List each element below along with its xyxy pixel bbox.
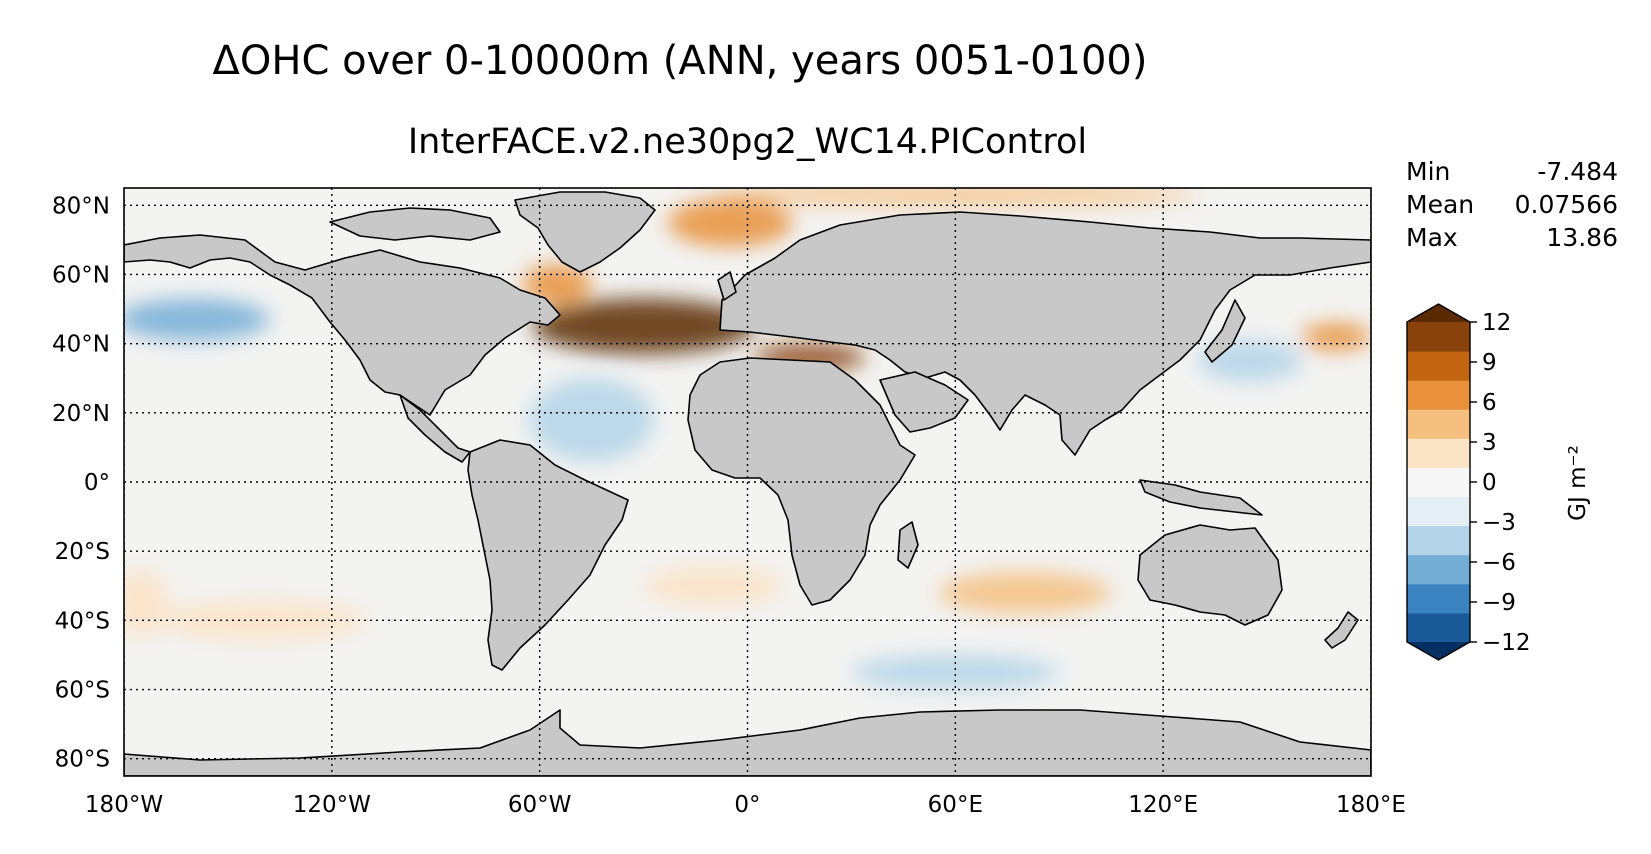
stat-min: Min -7.484 — [1406, 155, 1618, 188]
colorbar-tick-label: 6 — [1482, 390, 1497, 416]
australia-land — [1137, 524, 1283, 626]
colorbar-segment — [1407, 409, 1470, 439]
colorbar-segment — [1407, 612, 1470, 643]
colorbar-tick-label: −3 — [1482, 510, 1516, 536]
anomaly-southern-ocean-cool — [851, 654, 1060, 690]
anomaly-east-pacific-warm — [124, 568, 170, 638]
colorbar-segment — [1407, 351, 1470, 381]
anomaly-arctic-fringe-warm — [712, 188, 1198, 206]
madagascar-land — [897, 521, 919, 569]
stat-min-label: Min — [1406, 157, 1451, 186]
colorbar-label: GJ m⁻² — [1565, 445, 1591, 521]
longitude-axis: 180°W 120°W 60°W 0° 60°E 120°E 180°E — [85, 792, 1406, 818]
colorbar-segment — [1407, 525, 1470, 556]
lon-tick-label: 180°W — [85, 792, 163, 818]
lon-tick-label: 60°W — [508, 792, 572, 818]
anomaly-north-pacific-cool — [124, 298, 270, 341]
south-america-land — [467, 439, 629, 671]
anomaly-south-atlantic-warm — [643, 565, 783, 607]
map-subtitle: InterFACE.v2.ne30pg2_WC14.PIControl — [407, 122, 1088, 162]
anomaly-kuroshio-warm — [1301, 322, 1371, 351]
lon-tick-label: 180°E — [1336, 792, 1406, 818]
colorbar — [1406, 303, 1471, 661]
stat-max: Max 13.86 — [1406, 221, 1618, 254]
lon-tick-label: 120°E — [1128, 792, 1198, 818]
colorbar-tick-label: −6 — [1482, 550, 1516, 576]
lat-tick-label: 40°N — [52, 332, 110, 358]
lat-tick-label: 60°N — [52, 262, 110, 288]
stat-mean-value: 0.07566 — [1514, 190, 1618, 219]
land-masses — [124, 191, 1371, 776]
eurasia-land — [719, 211, 1371, 456]
central-america-land — [399, 394, 471, 463]
africa-land — [687, 357, 916, 606]
lon-tick-label: 60°E — [928, 792, 983, 818]
lat-tick-label: 60°S — [55, 678, 110, 704]
anomaly-greenland-sea-warm — [667, 198, 793, 247]
latitude-axis: 80°N 60°N 40°N 20°N 0° 20°S 40°S 60°S 80°S — [52, 193, 110, 772]
colorbar-segment — [1407, 380, 1470, 410]
gridlines — [124, 188, 1371, 776]
lat-tick-label: 20°N — [52, 401, 110, 427]
colorbar-tick-label: 0 — [1482, 470, 1497, 496]
lat-tick-label: 0° — [84, 470, 110, 496]
colorbar-segment — [1407, 438, 1470, 468]
colorbar-segment — [1407, 467, 1470, 498]
stat-mean: Mean 0.07566 — [1406, 188, 1618, 221]
anomaly-south-indian-warm — [938, 571, 1112, 614]
stat-max-label: Max — [1406, 223, 1458, 252]
colorbar-tick-label: 9 — [1482, 350, 1497, 376]
stat-mean-label: Mean — [1406, 190, 1475, 219]
stat-min-value: -7.484 — [1537, 157, 1618, 186]
colorbar-segment — [1407, 583, 1470, 614]
colorbar-segment — [1407, 554, 1470, 585]
colorbar-extend-max — [1407, 304, 1470, 322]
colorbar-tick-label: 3 — [1482, 430, 1497, 456]
antarctica-land — [124, 709, 1371, 776]
stats-panel: Min -7.484 Mean 0.07566 Max 13.86 — [1406, 155, 1618, 254]
anomaly-tropical-atlantic-cool — [529, 378, 654, 462]
indonesia-land — [1139, 479, 1263, 516]
lat-tick-label: 80°S — [55, 747, 110, 773]
arctic-islands-land — [329, 207, 501, 241]
colorbar-tick-label: 12 — [1482, 310, 1511, 336]
lon-tick-label: 0° — [734, 792, 760, 818]
colorbar-extend-min — [1407, 642, 1470, 660]
colorbar-segment — [1407, 322, 1470, 352]
anomaly-north-atlantic-warm — [532, 298, 755, 355]
lat-tick-label: 20°S — [55, 539, 110, 565]
stat-max-value: 13.86 — [1546, 223, 1618, 252]
lat-tick-label: 80°N — [52, 193, 110, 219]
colorbar-segment — [1407, 496, 1470, 527]
japan-land — [1204, 299, 1246, 363]
lon-tick-label: 120°W — [293, 792, 371, 818]
colorbar-ticks: 12 9 6 3 0 −3 −6 −9 −12 — [1470, 310, 1531, 656]
lat-tick-label: 40°S — [55, 608, 110, 634]
figure-title: ΔOHC over 0-10000m (ANN, years 0051-0100… — [212, 38, 1148, 84]
colorbar-tick-label: −12 — [1482, 630, 1531, 656]
north-america-land — [124, 234, 561, 416]
colorbar-tick-label: −9 — [1482, 590, 1516, 616]
